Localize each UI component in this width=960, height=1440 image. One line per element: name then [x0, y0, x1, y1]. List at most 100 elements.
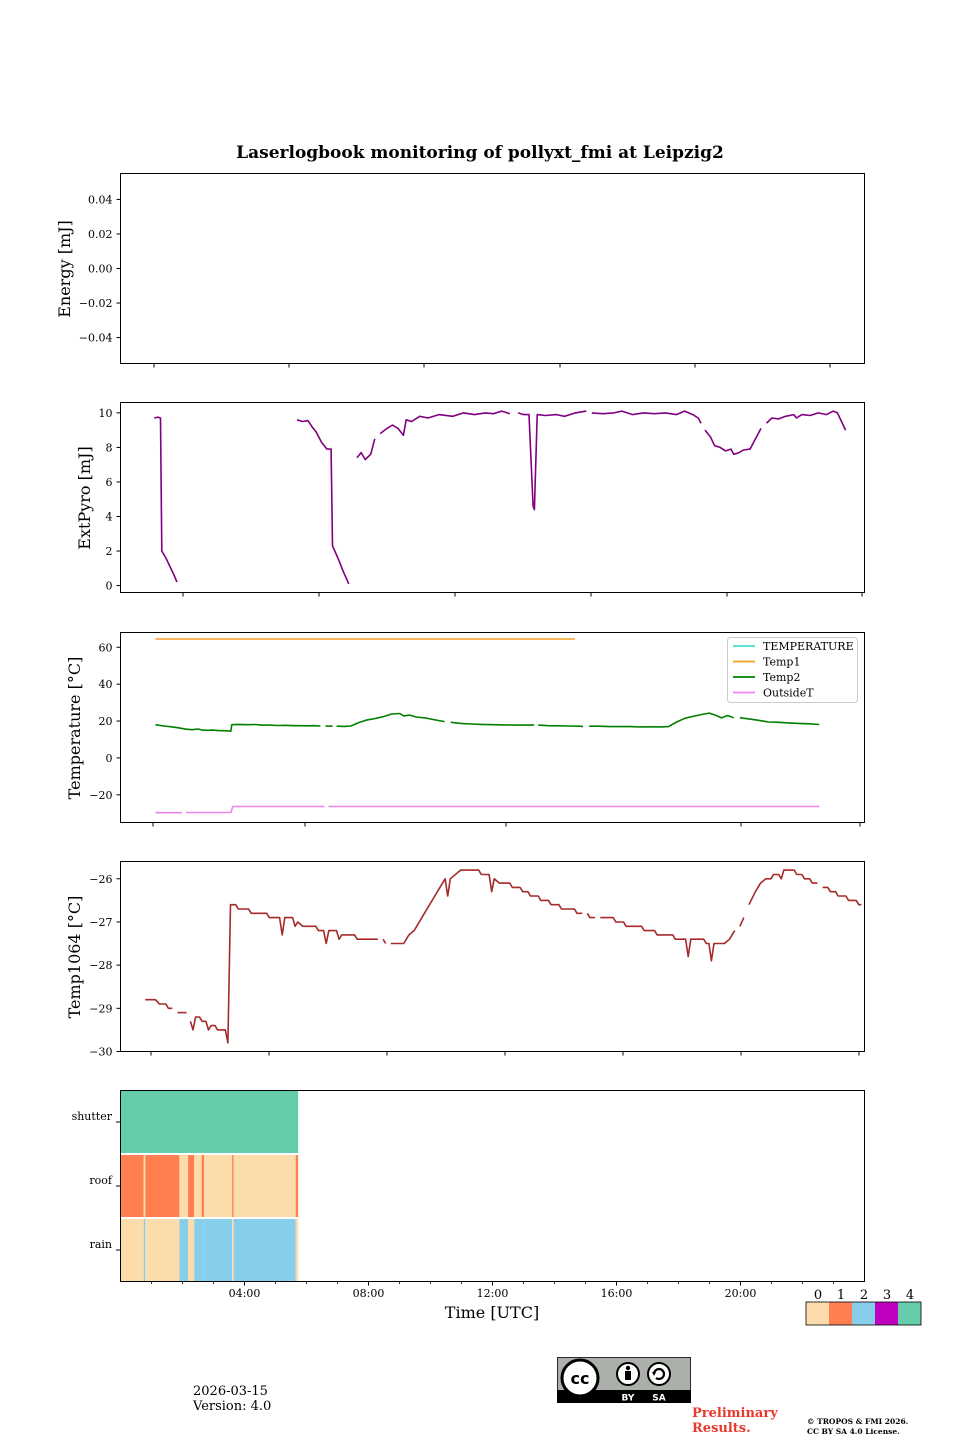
- temp1064-ytick-label: −26: [89, 873, 112, 886]
- series-line-temp1064: [600, 916, 736, 962]
- temp1064-plot-frame: [120, 861, 865, 1052]
- chart-title: Laserlogbook monitoring of pollyxt_fmi a…: [236, 143, 724, 163]
- series-line-extpyro: [765, 410, 847, 431]
- cc-license-badge: cc BY SA: [557, 1357, 691, 1403]
- status-cell-roof: [295, 1155, 299, 1217]
- colorbar-label-2: 2: [860, 1288, 868, 1303]
- series-line-temp2: [589, 712, 734, 728]
- series-line-temp1064: [748, 869, 818, 906]
- energy-panel: Energy [mJ] 0.04 0.02 0.00 −0.02 −0.04: [55, 173, 865, 368]
- preliminary-note: Preliminary Results.: [692, 1406, 778, 1436]
- colorbar-label-0: 0: [814, 1288, 822, 1303]
- temperature-plot-frame: [120, 632, 865, 823]
- temp1064-ytick-label: −27: [89, 916, 112, 929]
- colorbar-swatch-4: [898, 1302, 921, 1325]
- status-xtick-label: 08:00: [353, 1287, 385, 1300]
- status-cell-rain: [143, 1219, 146, 1281]
- series-line-extpyro: [379, 410, 511, 437]
- extpyro-ylabel: ExtPyro [mJ]: [75, 446, 94, 549]
- series-line-temp2: [336, 712, 445, 728]
- status-xlabel: Time [UTC]: [445, 1303, 539, 1322]
- series-line-temp2: [739, 716, 820, 726]
- extpyro-ytick-label: 2: [106, 545, 113, 558]
- date-text: 2026-03-15: [193, 1384, 268, 1399]
- status-cell-roof: [188, 1155, 195, 1217]
- temperature-ytick-label: 20: [99, 715, 113, 728]
- status-xtick-label: 16:00: [601, 1287, 633, 1300]
- legend-label-temperature: TEMPERATURE: [763, 640, 854, 653]
- copyright-note: © TROPOS & FMI 2026. CC BY SA 4.0 Licens…: [807, 1417, 908, 1437]
- colorbar-label-1: 1: [837, 1288, 845, 1303]
- temp1064-yticks: −26 −27 −28 −29 −30: [89, 873, 121, 1059]
- series-line-temp1064: [586, 912, 596, 919]
- cc-by-label: BY: [622, 1394, 635, 1404]
- status-cell-roof: [204, 1155, 233, 1217]
- series-line-outsidet: [186, 805, 325, 814]
- colorbar-swatch-0: [806, 1302, 829, 1325]
- copyright-line-2: CC BY SA 4.0 License.: [807, 1427, 900, 1436]
- energy-xticks: [153, 363, 831, 368]
- colorbar-frame: [805, 1301, 922, 1326]
- status-cell-rain: [145, 1219, 180, 1281]
- status-row-label-roof: roof: [89, 1174, 113, 1187]
- status-row-labels: shutter roof rain: [72, 1110, 121, 1251]
- series-line-temp2: [155, 723, 321, 733]
- status-cell-rain: [194, 1219, 205, 1281]
- colorbar-swatch-2: [852, 1302, 875, 1325]
- colorbar-swatch-3: [875, 1302, 898, 1325]
- series-line-temp2: [538, 724, 584, 728]
- cc-mark: cc: [571, 1369, 590, 1388]
- series-line-temp1064: [382, 938, 387, 944]
- status-row-label-rain: rain: [90, 1238, 112, 1251]
- temp1064-ytick-label: −28: [89, 959, 112, 972]
- series-line-extpyro: [154, 416, 178, 583]
- series-line-extpyro: [517, 410, 587, 511]
- status-panel: shutter roof rain 04:00 08:00 12:00 16:00 20:0…: [72, 1090, 865, 1322]
- series-line-temp1064: [822, 886, 862, 906]
- date-version-block: 2026-03-15 Version: 4.0: [193, 1384, 271, 1414]
- temperature-ytick-label: 40: [99, 678, 113, 691]
- status-cell-shutter: [120, 1091, 299, 1153]
- energy-ytick-label: 0.00: [88, 263, 113, 276]
- temp1064-panel: Temp1064 [°C] −26 −27 −28 −29 −30: [65, 861, 865, 1059]
- legend-label-outsidet: OutsideT: [763, 687, 814, 700]
- temperature-xticks: [152, 822, 861, 827]
- extpyro-yticks: 0 2 4 6 8 10: [99, 407, 121, 593]
- cc-logo-icon: [560, 1358, 600, 1398]
- temperature-ylabel: Temperature [°C]: [65, 657, 84, 800]
- legend-box: [727, 637, 858, 703]
- status-cell-rain: [188, 1219, 195, 1281]
- cc-sa-label: SA: [652, 1394, 665, 1404]
- series-line-extpyro: [591, 410, 702, 424]
- extpyro-ytick-label: 0: [106, 580, 113, 593]
- temperature-yticks: 60 40 20 0 −20: [89, 641, 121, 802]
- legend-label-temp2: Temp2: [763, 671, 800, 684]
- status-cell-roof: [201, 1155, 205, 1217]
- extpyro-plot-frame: [120, 402, 865, 593]
- status-xtick-label: 04:00: [229, 1287, 261, 1300]
- preliminary-line-1: Preliminary: [692, 1406, 778, 1421]
- status-cell-roof: [179, 1155, 189, 1217]
- legend-label-temp1: Temp1: [763, 656, 800, 669]
- colorbar-label-3: 3: [883, 1288, 891, 1303]
- temp1064-xticks: [150, 1051, 860, 1056]
- status-cell-roof: [233, 1155, 296, 1217]
- status-cell-rain: [295, 1219, 299, 1281]
- temperature-ytick-label: −20: [89, 789, 112, 802]
- temperature-lines: [155, 638, 820, 814]
- status-cell-roof: [145, 1155, 180, 1217]
- extpyro-ytick-label: 10: [99, 407, 113, 420]
- copyright-line-1: © TROPOS & FMI 2026.: [807, 1417, 909, 1426]
- temperature-legend: TEMPERATURE Temp1 Temp2 OutsideT: [727, 637, 858, 703]
- colorbar-swatch-1: [829, 1302, 852, 1325]
- series-line-temp1064: [390, 869, 583, 945]
- share-alike-icon: [647, 1362, 671, 1386]
- energy-ytick-label: −0.04: [79, 332, 113, 345]
- extpyro-ytick-label: 6: [106, 476, 113, 489]
- temperature-ytick-label: 0: [106, 752, 113, 765]
- temp1064-ytick-label: −29: [89, 1002, 112, 1015]
- status-cell-rain: [233, 1219, 296, 1281]
